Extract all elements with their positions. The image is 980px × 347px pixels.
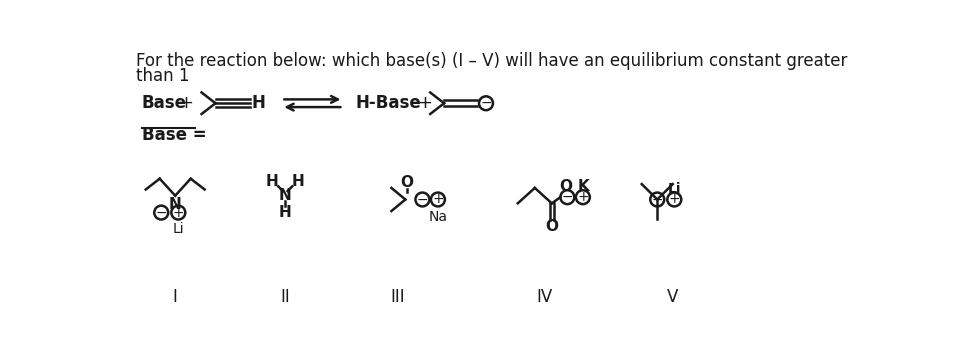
Text: −: −	[562, 190, 573, 204]
Text: +: +	[417, 94, 432, 112]
Text: H-Base: H-Base	[355, 94, 420, 112]
Text: +: +	[172, 205, 184, 220]
Text: Na: Na	[428, 210, 448, 223]
Text: Li: Li	[172, 222, 184, 236]
Text: +: +	[668, 193, 680, 206]
Text: O: O	[401, 175, 414, 190]
Text: IV: IV	[537, 288, 553, 306]
Text: +: +	[178, 94, 193, 112]
Text: I: I	[172, 288, 177, 306]
Text: Li: Li	[667, 182, 681, 196]
Text: H: H	[252, 94, 266, 112]
Text: H: H	[266, 174, 278, 189]
Text: −: −	[652, 193, 663, 206]
Text: O: O	[560, 179, 572, 194]
Text: V: V	[667, 288, 678, 306]
Text: −: −	[416, 193, 428, 206]
Text: H: H	[292, 174, 305, 189]
Text: Base: Base	[142, 94, 187, 112]
Text: For the reaction below: which base(s) (I – V) will have an equilibrium constant : For the reaction below: which base(s) (I…	[136, 52, 848, 70]
Text: N: N	[169, 197, 181, 212]
Text: Base =: Base =	[142, 126, 207, 144]
Text: +: +	[577, 190, 589, 204]
Text: III: III	[390, 288, 405, 306]
Text: K: K	[578, 179, 590, 194]
Text: O: O	[545, 219, 559, 234]
Text: +: +	[432, 193, 444, 206]
Text: −: −	[156, 205, 167, 220]
Text: II: II	[280, 288, 290, 306]
Text: N: N	[279, 188, 292, 203]
Text: than 1: than 1	[136, 67, 190, 85]
Text: H: H	[279, 205, 292, 220]
Text: −: −	[480, 96, 492, 110]
